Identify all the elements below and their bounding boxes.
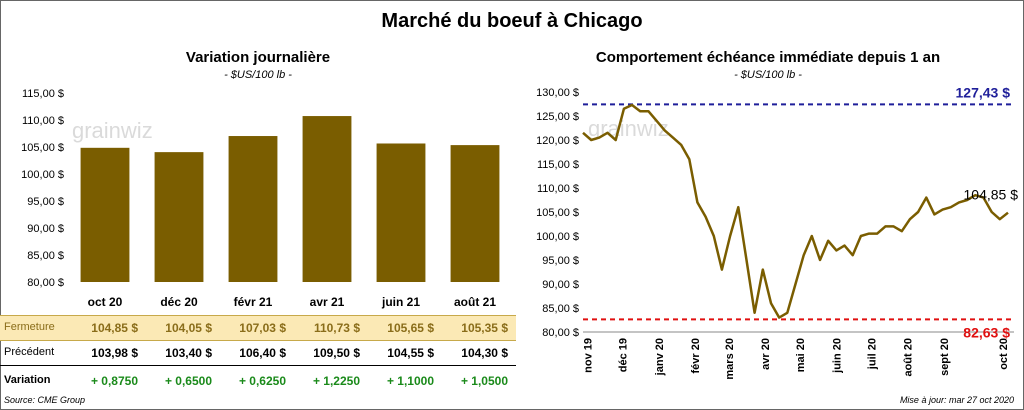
row-label-precedent: Précédent (4, 346, 55, 358)
row-label-fermeture: Fermeture (4, 321, 55, 333)
table-row-precedent: Précédent 103,98 $ 103,40 $ 106,40 $ 109… (0, 341, 516, 363)
x-tick-label: oct 20 (88, 295, 123, 309)
y-tick-label: 105,00 $ (536, 207, 579, 219)
x-tick-label: août 21 (454, 295, 496, 309)
table-cell: 107,03 $ (239, 321, 286, 335)
table-cell: + 1,1000 (386, 374, 434, 388)
table-cell: 105,35 $ (461, 321, 508, 335)
x-tick-label: juin 20 (831, 338, 843, 374)
x-tick-label: janv 20 (654, 338, 666, 376)
line-chart-title: Comportement échéance immédiate depuis 1… (596, 49, 940, 66)
table-row-variation: Variation + 0,8750 + 0,6500 + 0,6250 + 1… (0, 370, 516, 392)
bar (302, 116, 352, 282)
y-tick-label: 115,00 $ (537, 159, 579, 171)
low-value-label: 82,63 $ (963, 324, 1010, 340)
x-tick-label: déc 20 (160, 295, 198, 309)
update-note: Mise à jour: mar 27 oct 2020 (899, 395, 1014, 405)
table-cell: + 0,8750 (90, 374, 138, 388)
y-tick-label: 85,00 $ (27, 250, 64, 262)
y-tick-label: 100,00 $ (536, 231, 579, 243)
y-tick-label: 85,00 $ (542, 303, 579, 315)
line-chart-subtitle: - $US/100 lb - (734, 69, 802, 81)
bar (228, 136, 278, 282)
y-tick-label: 90,00 $ (27, 223, 64, 235)
x-tick-label: juin 21 (381, 295, 420, 309)
last-value-label: 104,85 $ (964, 187, 1019, 203)
table-cell: 104,85 $ (91, 321, 138, 335)
x-tick-label: mars 20 (724, 338, 736, 380)
x-tick-label: oct 20 (998, 338, 1010, 370)
x-tick-label: févr 21 (234, 295, 273, 309)
table-cell: 104,05 $ (165, 321, 212, 335)
y-tick-label: 105,00 $ (21, 142, 64, 154)
x-tick-label: mai 20 (795, 338, 807, 372)
y-tick-label: 130,00 $ (536, 87, 579, 99)
price-series-line (582, 103, 1009, 319)
bar-chart-watermark: grainwiz (72, 118, 153, 143)
table-cell: 104,30 $ (461, 346, 508, 360)
y-tick-label: 95,00 $ (27, 196, 64, 208)
table-cell: + 1,0500 (460, 374, 508, 388)
table-divider (0, 365, 516, 366)
table-cell: 106,40 $ (239, 346, 286, 360)
table-cell: 103,98 $ (91, 346, 138, 360)
table-cell: + 0,6500 (164, 374, 212, 388)
table-row-fermeture: Fermeture 104,85 $ 104,05 $ 107,03 $ 110… (0, 315, 516, 341)
x-tick-label: avr 20 (760, 338, 772, 370)
x-tick-label: déc 19 (618, 338, 630, 372)
bar-chart-subtitle: - $US/100 lb - (224, 69, 292, 81)
x-tick-label: avr 21 (310, 295, 345, 309)
table-cell: 110,73 $ (313, 321, 360, 335)
table-cell: 105,65 $ (387, 321, 434, 335)
x-tick-label: nov 19 (583, 338, 595, 373)
x-tick-label: juil 20 (866, 338, 878, 370)
y-tick-label: 80,00 $ (542, 327, 579, 339)
high-value-label: 127,43 $ (956, 84, 1011, 100)
y-tick-label: 80,00 $ (27, 277, 64, 289)
y-tick-label: 110,00 $ (537, 183, 579, 195)
x-tick-label: févr 20 (690, 338, 702, 373)
bar (450, 145, 500, 282)
y-tick-label: 95,00 $ (542, 255, 579, 267)
y-tick-label: 120,00 $ (536, 135, 579, 147)
x-tick-label: sept 20 (939, 338, 951, 376)
bar (154, 152, 204, 282)
bar (376, 143, 426, 282)
y-tick-label: 115,00 $ (22, 88, 64, 100)
x-tick-label: août 20 (903, 338, 915, 377)
row-label-variation: Variation (4, 374, 51, 386)
bar (80, 147, 130, 282)
table-cell: + 0,6250 (238, 374, 286, 388)
y-tick-label: 100,00 $ (21, 169, 64, 181)
main-title: Marché du boeuf à Chicago (381, 10, 643, 32)
bar-chart-title: Variation journalière (186, 49, 330, 66)
y-tick-label: 90,00 $ (542, 279, 579, 291)
table-cell: + 1,2250 (312, 374, 360, 388)
source-note: Source: CME Group (4, 395, 86, 405)
table-cell: 109,50 $ (313, 346, 360, 360)
y-tick-label: 125,00 $ (536, 111, 579, 123)
y-tick-label: 110,00 $ (22, 115, 64, 127)
daily-variation-bar-chart: Variation journalière - $US/100 lb - gra… (21, 49, 500, 309)
table-cell: 104,55 $ (387, 346, 434, 360)
table-cell: 103,40 $ (165, 346, 212, 360)
